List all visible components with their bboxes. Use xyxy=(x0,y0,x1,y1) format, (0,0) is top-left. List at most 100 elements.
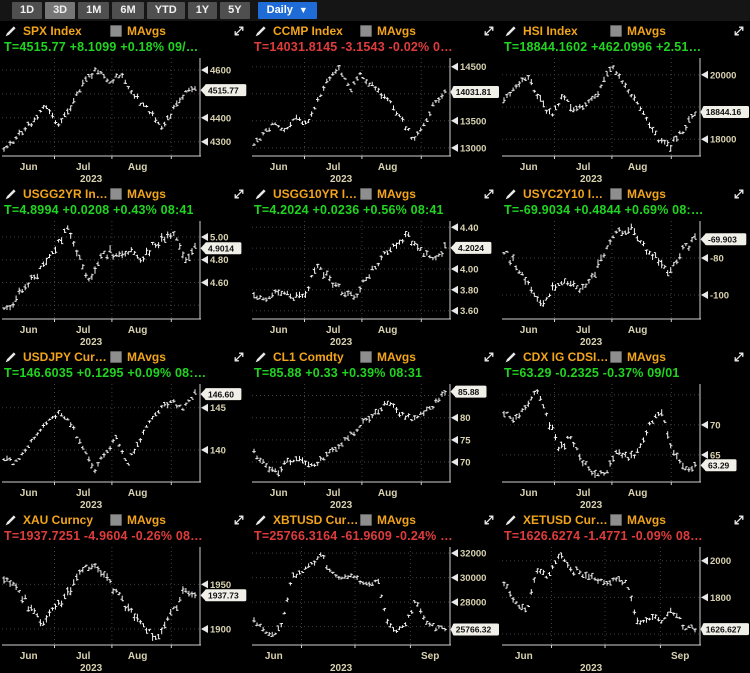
chart-panel: CL1 Comdty MAvgs T=85.88 +0.33 +0.39% 08… xyxy=(250,347,500,510)
svg-text:2023: 2023 xyxy=(80,174,103,184)
ticker-label[interactable]: USYC2Y10 I… xyxy=(523,187,604,201)
expand-icon[interactable] xyxy=(483,351,495,363)
ticker-label[interactable]: HSI Index xyxy=(523,24,578,38)
expand-icon[interactable] xyxy=(233,188,245,200)
ticker-label[interactable]: CL1 Comdty xyxy=(273,350,344,364)
mavgs-label: MAvgs xyxy=(127,187,166,201)
chart-canvas[interactable]: 1950 1900 Jun Jul Aug 2023 1937.73 xyxy=(0,544,250,673)
chart-canvas[interactable]: 5.00 4.80 4.60 Jun Jul Aug 2023 4.9014 xyxy=(0,218,250,347)
mavgs-checkbox[interactable] xyxy=(110,514,122,526)
svg-text:Jul: Jul xyxy=(326,488,341,499)
edit-pencil-icon[interactable] xyxy=(5,188,17,200)
ticker-label[interactable]: USGG10YR I… xyxy=(273,187,358,201)
mavgs-label: MAvgs xyxy=(127,350,166,364)
ticker-label[interactable]: XETUSD Cur… xyxy=(523,513,608,527)
chart-panel: USDJPY Cur… MAvgs T=146.6035 +0.1295 +0.… xyxy=(0,347,250,510)
svg-text:20000: 20000 xyxy=(710,70,736,81)
chart-canvas[interactable]: 80 75 70 Jun Jul Aug 2023 85.88 xyxy=(250,381,500,510)
svg-text:13000: 13000 xyxy=(460,143,486,154)
chart-canvas[interactable]: 145 140 Jun Jul Aug 2023 146.60 xyxy=(0,381,250,510)
mavgs-checkbox[interactable] xyxy=(110,351,122,363)
expand-icon[interactable] xyxy=(233,351,245,363)
expand-icon[interactable] xyxy=(483,25,495,37)
range-button-1m[interactable]: 1M xyxy=(78,2,110,19)
expand-icon[interactable] xyxy=(483,188,495,200)
ticker-label[interactable]: USGG2YR In… xyxy=(23,187,108,201)
svg-text:4.9014: 4.9014 xyxy=(208,243,234,253)
svg-text:Aug: Aug xyxy=(128,162,147,173)
expand-icon[interactable] xyxy=(483,514,495,526)
expand-icon[interactable] xyxy=(733,25,745,37)
svg-text:Aug: Aug xyxy=(628,325,647,336)
mavgs-checkbox[interactable] xyxy=(360,514,372,526)
ticker-label[interactable]: USDJPY Cur… xyxy=(23,350,107,364)
svg-text:1626.627: 1626.627 xyxy=(706,624,742,634)
edit-pencil-icon[interactable] xyxy=(255,514,267,526)
svg-text:3.80: 3.80 xyxy=(460,285,479,296)
range-button-1d[interactable]: 1D xyxy=(12,2,43,19)
quote-line: T=4.2024 +0.0236 +0.56% 08:41 xyxy=(254,203,444,217)
edit-pencil-icon[interactable] xyxy=(5,351,17,363)
svg-text:2023: 2023 xyxy=(330,174,353,184)
svg-text:Jun: Jun xyxy=(520,488,538,499)
chart-canvas[interactable]: 14500 13500 13000 Jun Jul Aug 2023 14031.81 xyxy=(250,55,500,184)
expand-icon[interactable] xyxy=(733,188,745,200)
mavgs-checkbox[interactable] xyxy=(610,351,622,363)
range-button-1y[interactable]: 1Y xyxy=(187,2,218,19)
mavgs-group: MAvgs xyxy=(110,350,166,364)
range-button-3d[interactable]: 3D xyxy=(45,2,76,19)
chart-canvas[interactable]: 70 65 Jun Jul Aug 2023 63.29 xyxy=(500,381,750,510)
edit-pencil-icon[interactable] xyxy=(505,351,517,363)
ticker-label[interactable]: CCMP Index xyxy=(273,24,343,38)
quote-line: T=4.8994 +0.0208 +0.43% 08:41 xyxy=(4,203,194,217)
svg-text:1900: 1900 xyxy=(210,625,231,636)
chart-canvas[interactable]: 4.40 4.00 3.80 3.60 Jun Jul Aug 2023 4.2024 xyxy=(250,218,500,347)
mavgs-checkbox[interactable] xyxy=(360,351,372,363)
edit-pencil-icon[interactable] xyxy=(255,188,267,200)
expand-icon[interactable] xyxy=(233,25,245,37)
svg-text:146.60: 146.60 xyxy=(208,389,234,399)
edit-pencil-icon[interactable] xyxy=(255,25,267,37)
expand-icon[interactable] xyxy=(733,351,745,363)
edit-pencil-icon[interactable] xyxy=(505,25,517,37)
ticker-label[interactable]: XAU Curncy xyxy=(23,513,94,527)
mavgs-group: MAvgs xyxy=(360,24,416,38)
chart-canvas[interactable]: 4600 4400 4300 Jun Jul Aug 2023 4515.77 xyxy=(0,55,250,184)
svg-text:3.60: 3.60 xyxy=(460,306,479,317)
edit-pencil-icon[interactable] xyxy=(5,25,17,37)
chart-canvas[interactable]: 32000 30000 28000 Jun Sep 2023 25766.32 xyxy=(250,544,500,673)
mavgs-checkbox[interactable] xyxy=(360,188,372,200)
svg-text:Sep: Sep xyxy=(421,651,439,662)
mavgs-checkbox[interactable] xyxy=(110,25,122,37)
chart-canvas[interactable]: 20000 18000 Jun Jul Aug 2023 18844.16 xyxy=(500,55,750,184)
expand-icon[interactable] xyxy=(733,514,745,526)
chart-canvas[interactable]: -80 -100 Jun Jul Aug 2023 -69.903 xyxy=(500,218,750,347)
mavgs-group: MAvgs xyxy=(360,513,416,527)
ticker-label[interactable]: XBTUSD Cur… xyxy=(273,513,359,527)
edit-pencil-icon[interactable] xyxy=(505,514,517,526)
range-button-5y[interactable]: 5Y xyxy=(220,2,250,19)
mavgs-checkbox[interactable] xyxy=(360,25,372,37)
edit-pencil-icon[interactable] xyxy=(255,351,267,363)
svg-text:Jun: Jun xyxy=(20,488,38,499)
range-button-ytd[interactable]: YTD xyxy=(146,2,185,19)
panel-header: SPX Index MAvgs xyxy=(0,21,250,39)
mavgs-label: MAvgs xyxy=(377,187,416,201)
mavgs-checkbox[interactable] xyxy=(110,188,122,200)
svg-text:Jun: Jun xyxy=(20,325,38,336)
chart-canvas[interactable]: 2000 1800 Jun Sep 2023 1626.627 xyxy=(500,544,750,673)
mavgs-checkbox[interactable] xyxy=(610,25,622,37)
ticker-label[interactable]: CDX IG CDSI… xyxy=(523,350,609,364)
svg-text:2023: 2023 xyxy=(580,500,603,510)
ticker-label[interactable]: SPX Index xyxy=(23,24,82,38)
svg-text:4.60: 4.60 xyxy=(210,278,229,289)
mavgs-checkbox[interactable] xyxy=(610,188,622,200)
mavgs-checkbox[interactable] xyxy=(610,514,622,526)
range-button-6m[interactable]: 6M xyxy=(112,2,144,19)
period-dropdown[interactable]: Daily ▼ xyxy=(257,2,317,19)
expand-icon[interactable] xyxy=(233,514,245,526)
svg-text:65: 65 xyxy=(710,450,721,461)
mavgs-group: MAvgs xyxy=(110,187,166,201)
edit-pencil-icon[interactable] xyxy=(505,188,517,200)
edit-pencil-icon[interactable] xyxy=(5,514,17,526)
